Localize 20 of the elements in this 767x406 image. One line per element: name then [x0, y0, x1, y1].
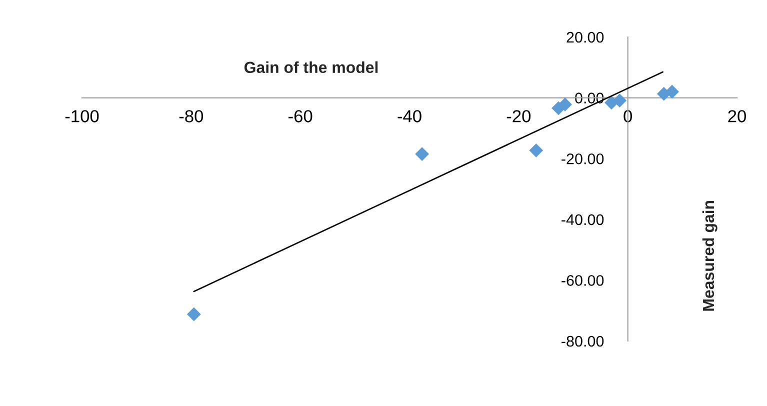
x-tick-label: -100	[65, 110, 99, 122]
y-tick-label: -40.00	[562, 214, 604, 226]
x-tick-label: -60	[288, 110, 312, 122]
x-tick-label: -20	[506, 110, 531, 122]
x-tick-label: -80	[179, 110, 204, 122]
y-tick-label: -80.00	[562, 336, 604, 347]
point	[186, 307, 201, 322]
point	[612, 94, 627, 108]
point	[558, 98, 572, 112]
y-tick-label: 20.00	[566, 32, 604, 43]
y-tick-label: -20.00	[562, 153, 604, 164]
x-tick-label: -40	[398, 110, 422, 122]
x-tick-label: 20	[728, 110, 746, 122]
x-tick-label: 0	[624, 110, 632, 122]
point	[415, 147, 429, 161]
y-tick-label: -60.00	[562, 275, 604, 286]
y-axis-title: Measured gain	[702, 200, 718, 311]
x-axis-title: Gain of the model	[244, 61, 378, 74]
point	[529, 143, 544, 158]
point	[665, 84, 679, 99]
